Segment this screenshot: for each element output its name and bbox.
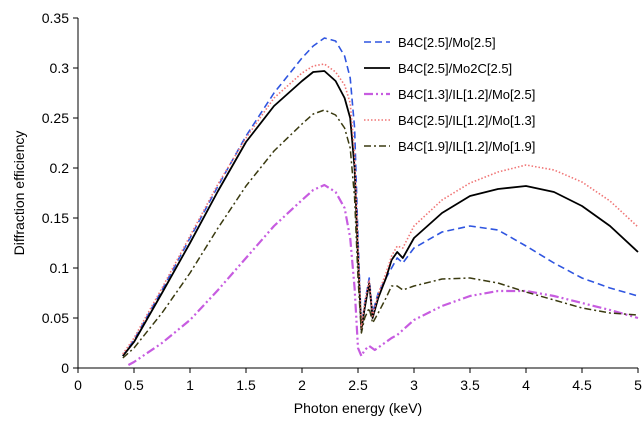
series-layer [122, 37, 639, 366]
y-axis: 0 0.05 0.1 0.15 0.2 0.25 0.3 0.35 [42, 10, 79, 376]
legend-label: B4C[2.5]/Mo[2.5] [398, 35, 496, 50]
legend-label: B4C[1.9]/IL[1.2]/Mo[1.9] [398, 139, 535, 154]
legend-label: B4C[2.5]/Mo2C[2.5] [398, 61, 512, 76]
x-tick-label: 2 [298, 377, 306, 393]
y-tick-label: 0.35 [42, 10, 69, 26]
x-tick-label: 1.5 [236, 377, 256, 393]
series-line-2 [122, 70, 639, 357]
legend-item: B4C[1.3]/IL[1.2]/Mo[2.5] [364, 87, 535, 102]
x-tick-label: 4.5 [572, 377, 592, 393]
x-tick-label: 3 [410, 377, 418, 393]
legend: B4C[2.5]/Mo[2.5] B4C[2.5]/Mo2C[2.5] B4C[1.… [364, 35, 535, 154]
x-tick-label: 2.5 [348, 377, 368, 393]
y-tick-label: 0.3 [50, 60, 70, 76]
y-tick-label: 0.25 [42, 110, 69, 126]
x-tick-label: 0.5 [124, 377, 144, 393]
legend-label: B4C[1.3]/IL[1.2]/Mo[2.5] [398, 87, 535, 102]
y-tick-label: 0.1 [50, 260, 70, 276]
y-ticks: 0 0.05 0.1 0.15 0.2 0.25 0.3 0.35 [42, 10, 78, 376]
x-tick-label: 5 [634, 377, 642, 393]
x-tick-label: 0 [74, 377, 82, 393]
legend-item: B4C[2.5]/IL[1.2]/Mo[1.3] [364, 113, 535, 128]
y-tick-label: 0.15 [42, 210, 69, 226]
legend-item: B4C[1.9]/IL[1.2]/Mo[1.9] [364, 139, 535, 154]
series-line-3 [127, 183, 639, 366]
x-axis-title: Photon energy (keV) [294, 400, 422, 416]
legend-label: B4C[2.5]/IL[1.2]/Mo[1.3] [398, 113, 535, 128]
y-tick-label: 0.05 [42, 310, 69, 326]
series-line-4 [122, 63, 639, 355]
y-tick-label: 0.2 [50, 160, 70, 176]
x-tick-label: 1 [186, 377, 194, 393]
x-tick-label: 3.5 [460, 377, 480, 393]
legend-item: B4C[2.5]/Mo[2.5] [364, 35, 496, 50]
x-axis: 0 0.5 1 1.5 2 2.5 3 3.5 4 4.5 5 [74, 367, 642, 393]
series-line-5 [122, 109, 639, 359]
y-tick-label: 0 [61, 360, 69, 376]
x-ticks: 0 0.5 1 1.5 2 2.5 3 3.5 4 4.5 5 [74, 368, 642, 393]
legend-item: B4C[2.5]/Mo2C[2.5] [364, 61, 512, 76]
x-tick-label: 4 [522, 377, 530, 393]
y-axis-title: Diffraction efficiency [11, 131, 27, 256]
